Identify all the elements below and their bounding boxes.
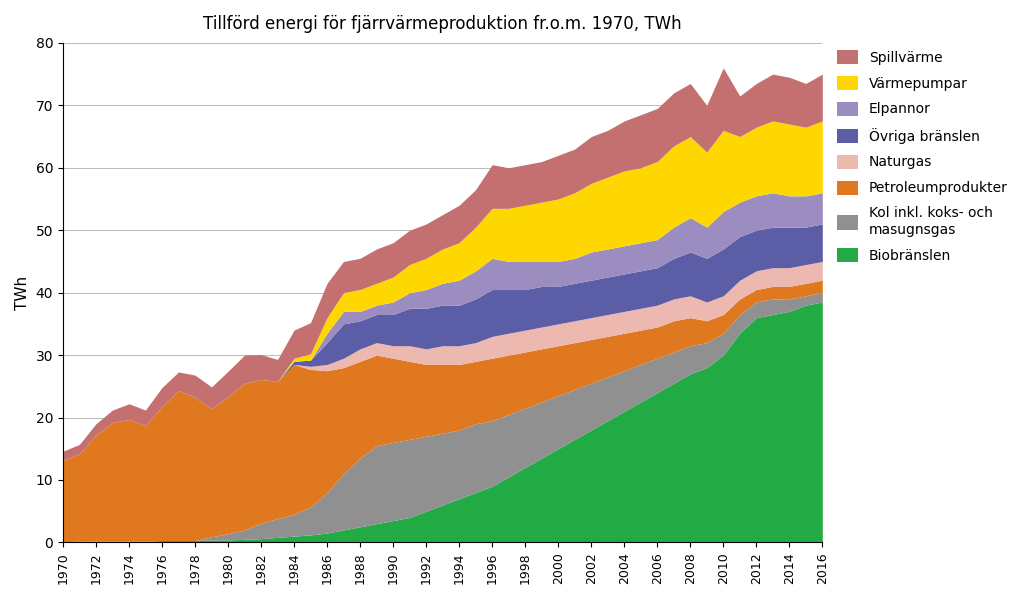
Title: Tillförd energi för fjärrvärmeproduktion fr.o.m. 1970, TWh: Tillförd energi för fjärrvärmeproduktion… [204, 15, 682, 33]
Y-axis label: TWh: TWh [15, 276, 30, 310]
Legend: Spillvärme, Värmepumpar, Elpannor, Övriga bränslen, Naturgas, Petroleumprodukter: Spillvärme, Värmepumpar, Elpannor, Övrig… [837, 50, 1008, 262]
